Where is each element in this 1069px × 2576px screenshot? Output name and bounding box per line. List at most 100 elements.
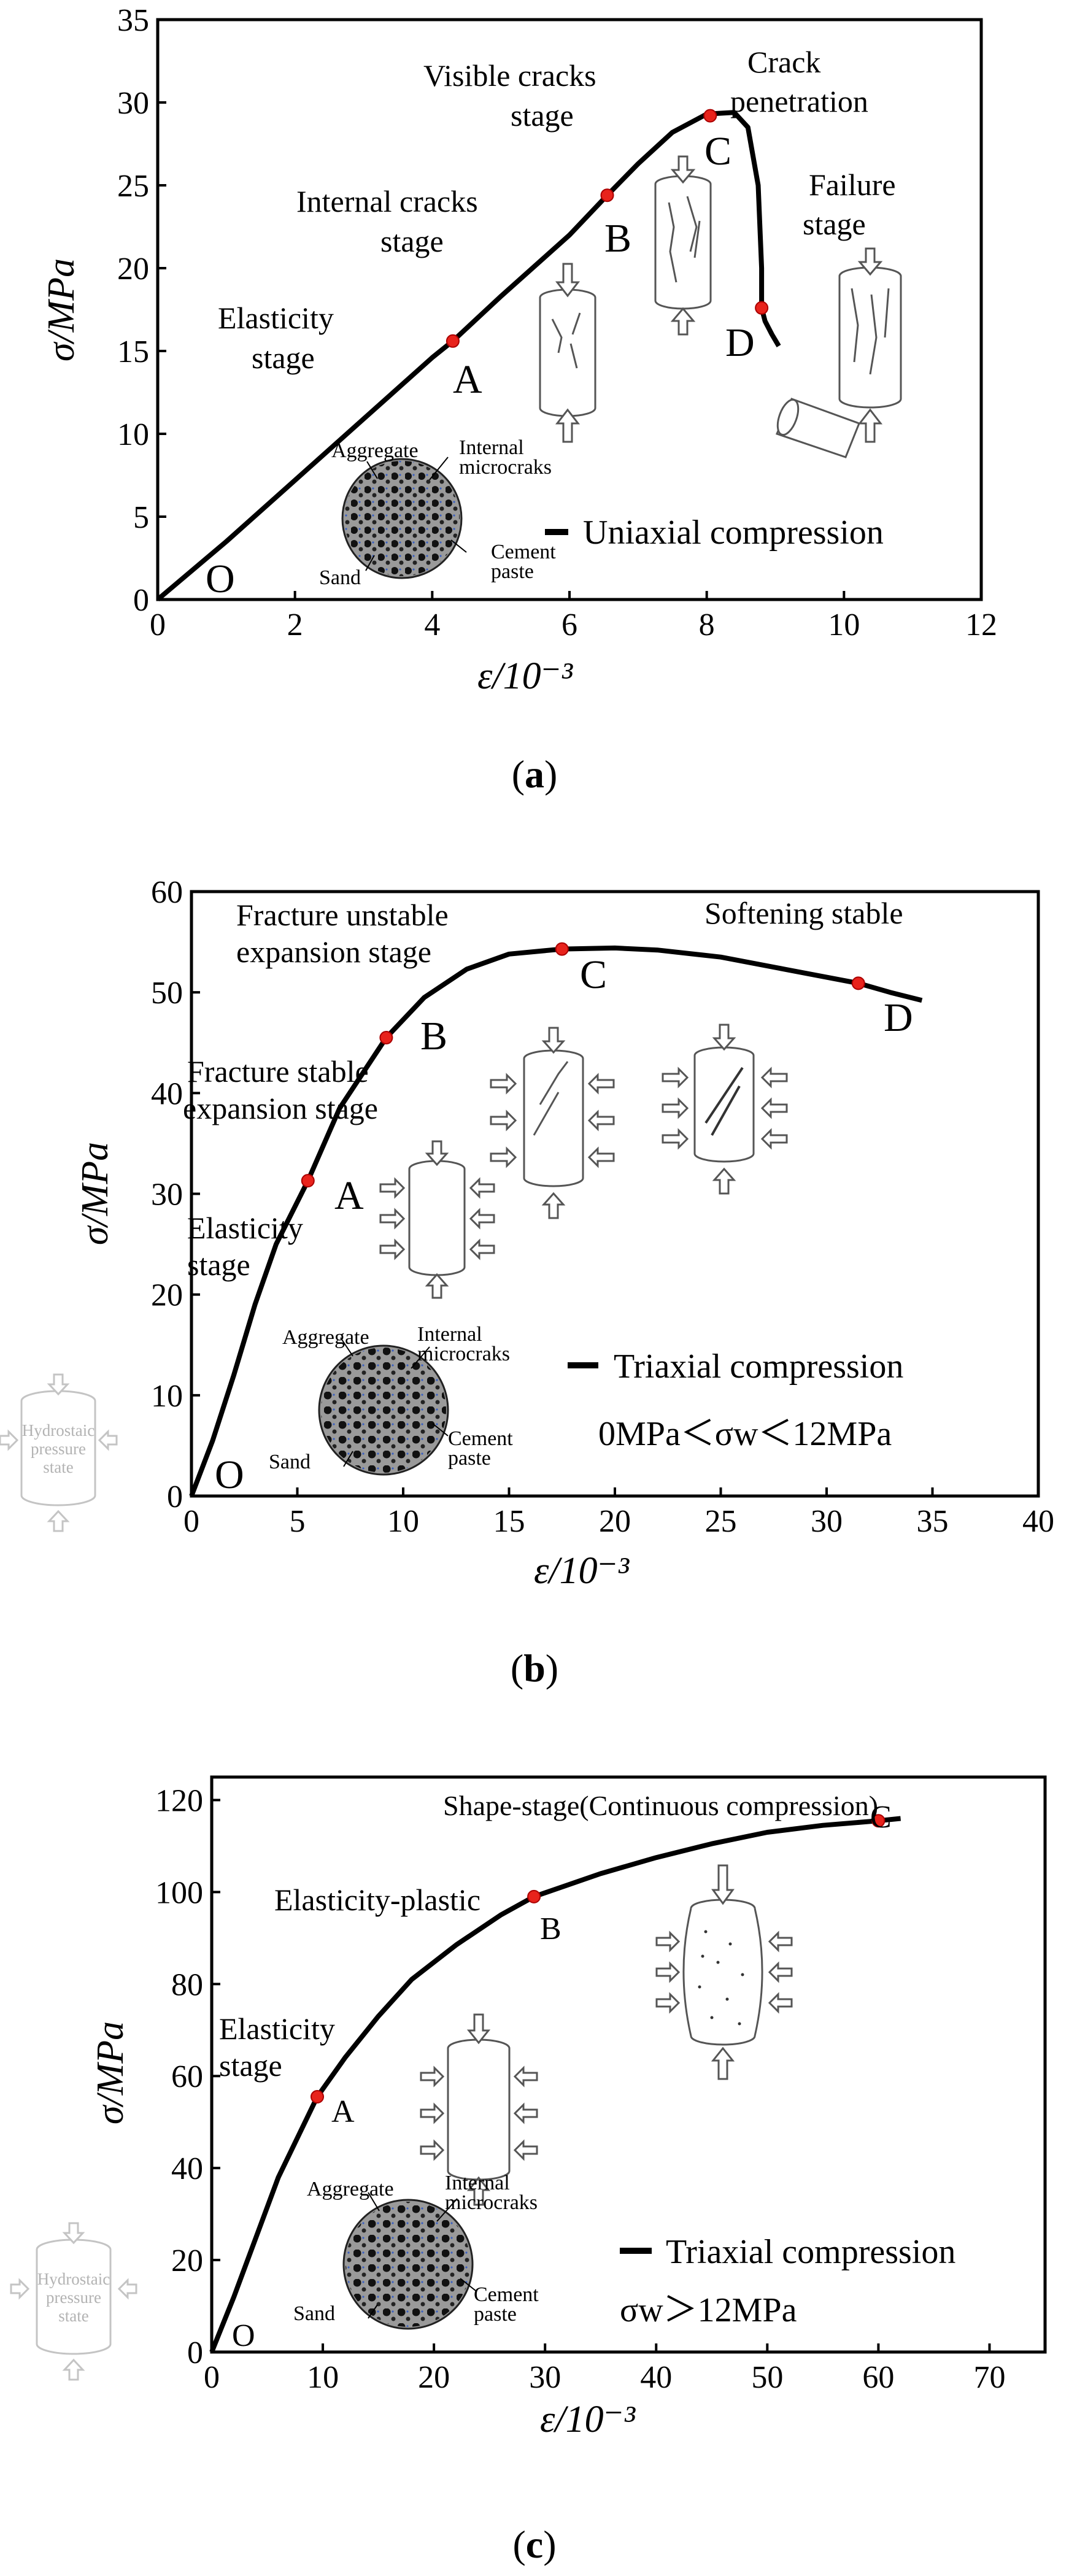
- svg-text:Elasticity: Elasticity: [187, 1211, 303, 1245]
- x-axis-title: ε/10⁻³: [540, 2399, 636, 2440]
- y-tick-label: 15: [117, 334, 149, 369]
- x-tick-label: 8: [699, 607, 715, 642]
- x-tick-label: 0: [204, 2360, 220, 2395]
- point-marker-a: [301, 1174, 315, 1188]
- micro-label-aggregate: Aggregate: [331, 439, 419, 462]
- point-label-c: C: [870, 1800, 892, 1835]
- y-tick-label: 0: [133, 583, 149, 618]
- svg-text:Softening stable: Softening stable: [704, 896, 903, 930]
- y-tick-label: 80: [171, 1967, 203, 2002]
- point-label-a: A: [334, 1173, 364, 1218]
- point-label-a: A: [453, 357, 482, 402]
- y-tick-label: 0: [187, 2335, 203, 2370]
- point-markers: [311, 1814, 886, 2104]
- y-tick-label: 30: [151, 1178, 183, 1213]
- micro-label-paste: paste: [474, 2303, 517, 2326]
- x-axis-title: ε/10⁻³: [477, 655, 573, 697]
- legend: Triaxial compression 0MPa＜σw＜12MPa: [568, 1348, 903, 1453]
- x-tick-label: 35: [917, 1504, 949, 1539]
- x-ticks: 0 5 10 15 20 25 30 35 40: [183, 1487, 1054, 1539]
- svg-text:stage: stage: [380, 224, 444, 258]
- micro-label-cement: Cement: [491, 541, 556, 563]
- point-markers: [446, 109, 769, 348]
- point-marker-d: [755, 301, 769, 315]
- series-line-triaxial: [209, 1816, 901, 2353]
- x-axis-title: ε/10⁻³: [534, 1550, 630, 1592]
- y-axis-title: σ/MPa: [90, 2021, 131, 2124]
- hydro-label-2: pressure: [46, 2288, 101, 2307]
- point-marker-b: [600, 188, 614, 202]
- caption-a: (a): [512, 752, 558, 796]
- y-tick-label: 10: [151, 1379, 183, 1414]
- x-tick-label: 10: [828, 607, 860, 642]
- axes: [210, 1775, 1047, 2354]
- hydrostatic-state-illustration: [0, 1373, 118, 1532]
- x-tick-label: 0: [183, 1504, 199, 1539]
- point-label-d: D: [884, 995, 913, 1040]
- y-tick-label: 40: [171, 2151, 203, 2186]
- point-label-d: D: [725, 320, 755, 365]
- annotation-elasticity: Elasticity stage: [219, 2011, 335, 2083]
- y-tick-label: 40: [151, 1076, 183, 1111]
- x-tick-label: 10: [307, 2360, 339, 2395]
- x-tick-label: 70: [973, 2360, 1005, 2395]
- x-tick-label: 50: [751, 2360, 783, 2395]
- micro-label-cement: Cement: [474, 2283, 539, 2306]
- hydro-label-3: state: [58, 2307, 88, 2325]
- y-ticks: 0 10 20 30 40 50 60: [151, 875, 200, 1514]
- x-ticks: 0 2 4 6 8 10 12: [150, 591, 997, 642]
- y-tick-label: 10: [117, 417, 149, 452]
- legend: Uniaxial compression: [545, 514, 884, 552]
- svg-text:Visible cracks: Visible cracks: [423, 58, 596, 93]
- annotation-elasticity: Elasticity stage: [218, 301, 334, 375]
- annotation-crack-penetration: Crack penetration: [730, 45, 868, 118]
- micro-label-internal: Internal: [459, 436, 524, 459]
- caption-b: (b): [511, 1646, 558, 1690]
- micro-label-cement: Cement: [448, 1427, 513, 1450]
- y-tick-label: 120: [155, 1783, 203, 1818]
- point-label-b: B: [604, 216, 631, 261]
- y-tick-label: 100: [155, 1875, 203, 1910]
- x-tick-label: 0: [150, 607, 166, 642]
- micro-label-internal: Internal: [445, 2172, 510, 2194]
- point-marker-b: [527, 1889, 541, 1903]
- caption-c: (c): [512, 2523, 556, 2566]
- series-line-triaxial: [189, 945, 923, 1497]
- annotation-softening-stable: Softening stable: [704, 896, 903, 930]
- legend-label: Uniaxial compression: [583, 514, 884, 552]
- annotation-elasticity: Elasticity stage: [187, 1211, 303, 1282]
- y-tick-label: 20: [117, 252, 149, 287]
- microstructure-illustration: [318, 1337, 449, 1476]
- point-label-b: B: [420, 1014, 447, 1059]
- x-tick-label: 20: [418, 2360, 450, 2395]
- y-tick-label: 20: [151, 1278, 183, 1313]
- annotation-fracture-stable: Fracture stable expansion stage: [183, 1054, 378, 1125]
- hydro-label-1: Hydrostaic: [37, 2270, 110, 2288]
- point-markers: [301, 942, 865, 1188]
- hydrostatic-state-illustration: [10, 2222, 137, 2381]
- y-tick-label: 0: [167, 1479, 183, 1514]
- svg-text:Elasticity: Elasticity: [219, 2011, 335, 2046]
- point-label-o: O: [206, 557, 235, 601]
- svg-text:Elasticity: Elasticity: [218, 301, 334, 335]
- y-tick-label: 20: [171, 2243, 203, 2278]
- x-tick-label: 25: [705, 1504, 737, 1539]
- x-tick-label: 20: [599, 1504, 631, 1539]
- x-tick-label: 10: [387, 1504, 419, 1539]
- x-tick-label: 60: [862, 2360, 894, 2395]
- point-marker-c: [871, 1814, 886, 1828]
- micro-label-aggregate: Aggregate: [282, 1326, 369, 1349]
- x-tick-label: 40: [640, 2360, 672, 2395]
- annotation-failure-stage: Failure stage: [803, 168, 896, 241]
- svg-text:Fracture unstable: Fracture unstable: [236, 898, 449, 932]
- legend-label: Triaxial compression: [614, 1348, 903, 1386]
- condition-label: σw＞12MPa: [620, 2291, 797, 2329]
- microstructure-illustration: [342, 2192, 476, 2330]
- x-tick-label: 4: [424, 607, 440, 642]
- micro-label-sand: Sand: [269, 1451, 311, 1473]
- specimen-dots: [698, 1930, 744, 2026]
- chart-panel-b: 0 5 10 15 20 25 30 35 40 0 10 20 30 40 50 60 Hydrostai…: [0, 875, 1054, 1690]
- micro-label-sand: Sand: [293, 2302, 335, 2325]
- micro-label-paste: paste: [491, 560, 534, 583]
- svg-text:stage: stage: [187, 1248, 250, 1282]
